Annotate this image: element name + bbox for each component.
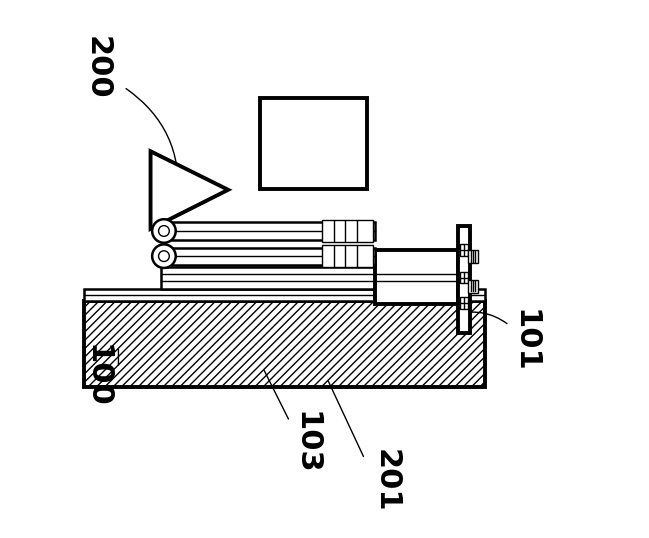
Bar	[469, 280, 478, 293]
Bar	[375, 250, 458, 304]
Bar	[322, 220, 373, 242]
Bar	[161, 247, 375, 265]
Circle shape	[152, 219, 176, 243]
Bar	[460, 272, 469, 284]
Text: 101: 101	[511, 309, 540, 373]
Bar	[161, 222, 375, 239]
Bar	[84, 289, 485, 301]
Circle shape	[152, 244, 176, 268]
Text: 100: 100	[82, 344, 112, 408]
Circle shape	[158, 225, 169, 236]
Text: 201: 201	[371, 449, 400, 512]
Bar	[375, 250, 458, 304]
Bar	[458, 226, 470, 333]
Bar	[460, 298, 469, 309]
Text: 103: 103	[291, 411, 320, 475]
Bar	[469, 250, 478, 263]
Text: 200: 200	[82, 37, 112, 100]
Bar	[322, 245, 373, 267]
Bar	[460, 244, 469, 256]
Bar	[260, 98, 367, 189]
Bar	[84, 301, 485, 387]
Bar	[161, 267, 469, 289]
Circle shape	[158, 251, 169, 261]
Polygon shape	[151, 151, 228, 229]
